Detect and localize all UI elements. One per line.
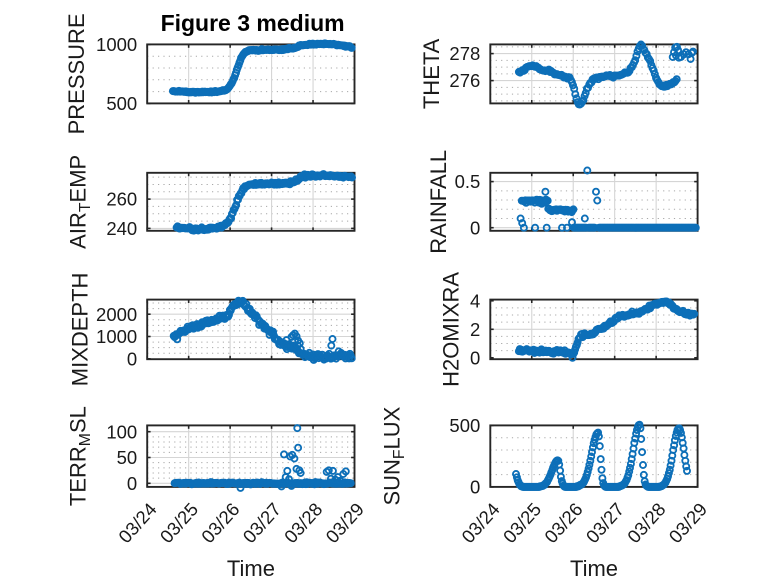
svg-text:1000: 1000: [96, 326, 137, 347]
svg-text:RAINFALL: RAINFALL: [426, 150, 451, 254]
svg-text:2000: 2000: [96, 304, 137, 325]
svg-text:MIXDEPTH: MIXDEPTH: [68, 273, 93, 387]
svg-text:TERRMSL: TERRMSL: [66, 406, 95, 506]
svg-text:AIRTEMP: AIRTEMP: [66, 155, 95, 249]
svg-text:240: 240: [106, 218, 137, 239]
svg-text:Figure 3 medium: Figure 3 medium: [161, 10, 345, 36]
svg-text:500: 500: [106, 93, 137, 114]
svg-text:0.5: 0.5: [455, 171, 481, 192]
svg-text:H2OMIXRA: H2OMIXRA: [439, 272, 464, 387]
svg-text:Time: Time: [570, 556, 618, 581]
svg-text:0: 0: [470, 477, 480, 498]
svg-text:4: 4: [470, 290, 480, 311]
svg-text:Time: Time: [227, 556, 275, 581]
svg-text:0: 0: [127, 348, 137, 369]
svg-text:PRESSURE: PRESSURE: [64, 13, 89, 134]
svg-text:2: 2: [470, 319, 480, 340]
svg-text:260: 260: [106, 189, 137, 210]
svg-text:50: 50: [117, 447, 138, 468]
svg-text:SUNFLUX: SUNFLUX: [380, 406, 409, 505]
svg-text:1000: 1000: [96, 34, 137, 55]
svg-text:0: 0: [470, 347, 480, 368]
svg-text:276: 276: [449, 70, 480, 91]
svg-text:100: 100: [106, 421, 137, 442]
svg-text:500: 500: [449, 415, 480, 436]
svg-text:0: 0: [127, 473, 137, 494]
svg-text:0: 0: [470, 217, 480, 238]
svg-text:278: 278: [449, 43, 480, 64]
svg-text:THETA: THETA: [419, 38, 444, 109]
